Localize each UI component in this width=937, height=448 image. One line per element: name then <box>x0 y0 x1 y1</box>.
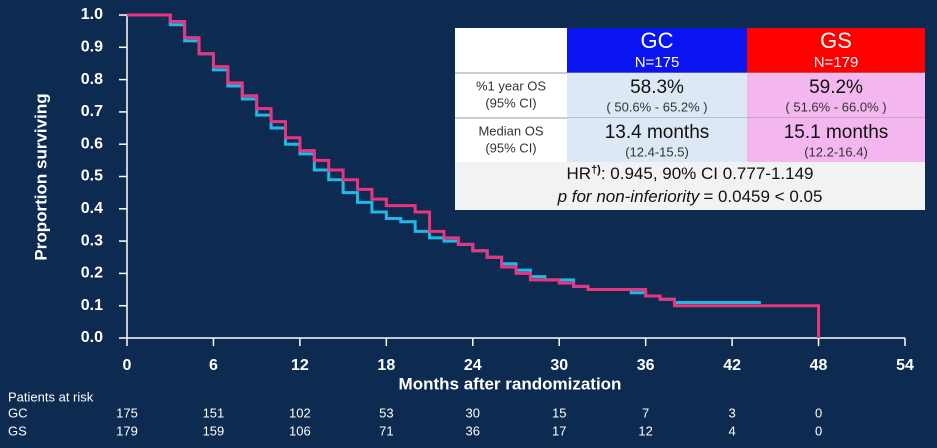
risk-value: 7 <box>642 405 649 420</box>
hr-part: : 0.945, 90% CI 0.777-1.149 <box>601 164 814 183</box>
risk-value: 17 <box>552 423 566 438</box>
risk-value: 15 <box>552 405 566 420</box>
header-name: GS <box>820 28 852 53</box>
hr-part: HR <box>567 164 592 183</box>
risk-value: 3 <box>728 405 735 420</box>
footer-bg <box>455 162 925 210</box>
x-tick-label: 0 <box>123 357 132 374</box>
row-cell <box>747 73 925 118</box>
header-name: GC <box>641 28 674 53</box>
cell-main: 13.4 months <box>605 122 710 143</box>
cell-ci: (12.2-16.4) <box>804 144 868 159</box>
risk-value: 159 <box>203 423 225 438</box>
y-tick-label: 1.0 <box>81 6 103 23</box>
risk-value: 102 <box>289 405 311 420</box>
y-tick-label: 0.4 <box>81 200 103 217</box>
row-label: %1 year OS <box>476 78 546 93</box>
header-cell <box>747 28 925 73</box>
risk-value: 71 <box>379 423 393 438</box>
risk-value: 0 <box>815 423 822 438</box>
header-cell <box>567 28 747 73</box>
p-line: p for non-inferiority = 0.0459 < 0.05 <box>557 187 823 206</box>
x-tick-label: 24 <box>464 357 482 374</box>
x-tick-label: 36 <box>637 357 655 374</box>
y-tick-label: 0.7 <box>81 103 103 120</box>
risk-value: 12 <box>638 423 652 438</box>
y-tick-label: 0.1 <box>81 297 103 314</box>
cell-main: 15.1 months <box>784 122 889 143</box>
risk-value: 179 <box>116 423 138 438</box>
header-n: N=175 <box>635 54 680 71</box>
cell-ci: ( 51.6% - 66.0% ) <box>785 99 886 114</box>
x-tick-label: 6 <box>209 357 218 374</box>
y-tick-label: 0.6 <box>81 135 103 152</box>
p-part: = 0.0459 < 0.05 <box>703 187 822 206</box>
survival-curve <box>127 13 821 338</box>
y-tick-label: 0.5 <box>81 168 103 185</box>
header-n: N=179 <box>814 54 859 71</box>
y-tick-label: 0.3 <box>81 232 103 249</box>
x-tick-label: 48 <box>810 357 828 374</box>
y-tick-label: 0.9 <box>81 39 103 56</box>
risk-name: GC <box>8 405 28 420</box>
y-tick-label: 0.0 <box>81 329 103 346</box>
risk-value: 36 <box>466 423 480 438</box>
cell-main: 58.3% <box>630 77 684 98</box>
row-cell <box>567 73 747 118</box>
hr-part: †) <box>591 164 601 176</box>
cell-main: 59.2% <box>809 77 863 98</box>
row-label: (95% CI) <box>485 140 536 155</box>
x-axis-label: Months after randomization <box>399 374 622 393</box>
risk-value: 106 <box>289 423 311 438</box>
row-cell <box>747 118 925 162</box>
x-tick-label: 30 <box>550 357 568 374</box>
risk-value: 0 <box>815 405 822 420</box>
row-label: Median OS <box>478 123 543 138</box>
p-part: p for non-inferiority <box>557 187 701 206</box>
risk-value: 175 <box>116 405 138 420</box>
risk-value: 151 <box>203 405 225 420</box>
hr-line: HR†): 0.945, 90% CI 0.777-1.149 <box>567 164 814 184</box>
x-tick-label: 42 <box>723 357 741 374</box>
cell-ci: ( 50.6% - 65.2% ) <box>606 99 707 114</box>
risk-title: Patients at risk <box>8 389 94 404</box>
risk-value: 53 <box>379 405 393 420</box>
y-tick-label: 0.2 <box>81 265 103 282</box>
row-label: (95% CI) <box>485 95 536 110</box>
risk-value: 4 <box>728 423 735 438</box>
cell-ci: (12.4-15.5) <box>625 144 689 159</box>
risk-value: 30 <box>466 405 480 420</box>
x-tick-label: 12 <box>291 357 309 374</box>
y-tick-label: 0.8 <box>81 71 103 88</box>
y-axis-label: Proportion surviving <box>31 93 50 260</box>
risk-name: GS <box>8 423 27 438</box>
x-tick-label: 54 <box>896 357 914 374</box>
x-tick-label: 18 <box>377 357 395 374</box>
row-cell <box>567 118 747 162</box>
